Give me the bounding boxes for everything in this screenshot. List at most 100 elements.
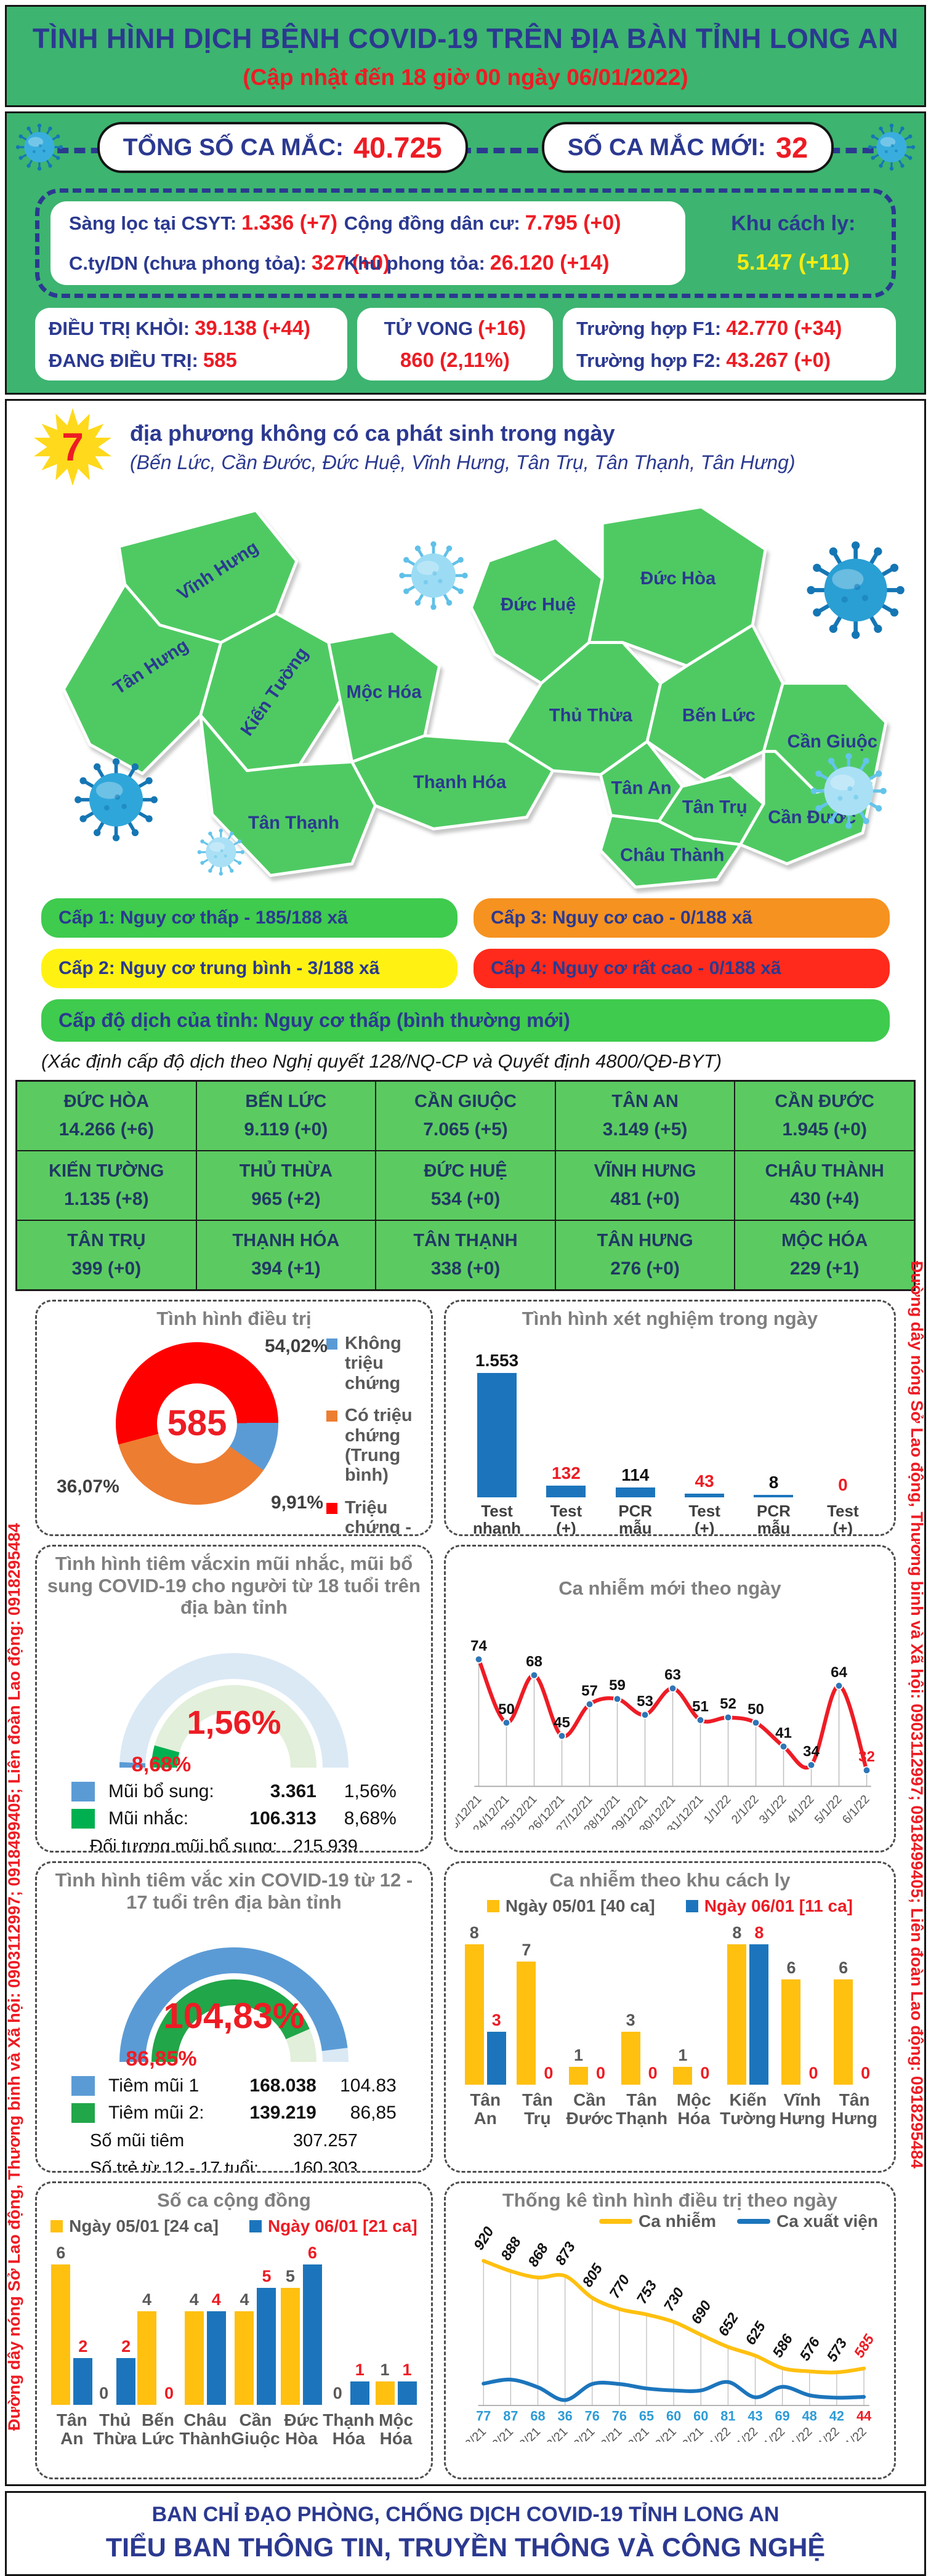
bar-category: Thủ Thừa (93, 2410, 137, 2449)
chart-title: Ca nhiễm mới theo ngày (558, 1577, 781, 1599)
series2-label: 60 (666, 2408, 681, 2423)
series2-label: 76 (585, 2408, 600, 2423)
virus-icon (197, 828, 244, 876)
district-name: CẦN GIUỘC (414, 1092, 517, 1111)
panel-quarantine-bars: Ca nhiễm theo khu cách ly Ngày 05/01 [40… (443, 1861, 896, 2173)
district-name: THỦ THỪA (239, 1161, 333, 1181)
district-name: THẠNH HÓA (232, 1231, 340, 1250)
series2-label: 77 (476, 2408, 491, 2423)
screening-panel: Sàng lọc tại CSYT: 1.336 (+7) Cộng đồng d… (35, 188, 896, 298)
district-value: 965 (+2) (251, 1189, 321, 1209)
risk-level-2: Cấp 2: Nguy cơ trung bình - 3/188 xã (41, 949, 457, 988)
bar-column: 114 (610, 1351, 661, 1497)
bar-group: 8 8 Kiến Tường (720, 1920, 776, 2133)
virus-icon (807, 541, 905, 639)
series1-label: 888 (498, 2234, 524, 2263)
bar-category: Test (+) (688, 1501, 720, 1536)
district-cell: VĨNH HƯNG 481 (+0) (555, 1151, 735, 1220)
bar-value: 8 (732, 1923, 742, 1942)
total-cases-value: 40.725 (353, 131, 442, 164)
panel-treatment-trend: Thống kê tình hình điều trị theo ngày Ca… (443, 2181, 896, 2479)
bar-value: 0 (99, 2383, 109, 2402)
district-cell: TÂN HƯNG 276 (+0) (555, 1221, 735, 1289)
stat-quarantine: Khu cách ly: 5.147 (+11) (731, 211, 856, 275)
province-map: Vĩnh Hưng Tân Hưng Kiến Tường Mộc Hóa Thạnh … (14, 488, 917, 896)
chart-title: Thống kê tình hình điều trị theo ngày (502, 2189, 838, 2211)
bar-category: Mộc Hóa (379, 2410, 414, 2449)
bar-group: 4 5 Cần Giuộc (231, 2240, 280, 2453)
bar-value: 5 (285, 2266, 295, 2285)
slice-label: 54,02% (265, 1335, 328, 1356)
district-name: TÂN TRỤ (67, 1231, 146, 1250)
bar-category: Vĩnh Hưng (779, 2090, 826, 2128)
district-label: Bến Lức (682, 705, 756, 725)
totals-row: TỔNG SỐ CA MẮC: 40.725 SỐ CA MẮC MỚI: 32 (7, 122, 924, 179)
district-value: 430 (+4) (789, 1189, 860, 1209)
panel-community-bars: Số ca cộng đồng Ngày 05/01 [24 ca] Ngày 0… (35, 2181, 433, 2479)
risk-legend: Cấp 1: Nguy cơ thấp - 185/188 xã Cấp 3: … (41, 898, 890, 988)
star-burst-icon: 7 (34, 408, 111, 486)
slice-label: 36,07% (57, 1476, 119, 1497)
bar-value: 0 (596, 2063, 606, 2082)
district-cell: TÂN THẠNH 338 (+0) (376, 1221, 555, 1289)
district-label: Mộc Hóa (347, 682, 422, 702)
virus-icon (75, 758, 158, 842)
district-name: MỘC HÓA (781, 1231, 868, 1250)
x-tick: 5/1/22 (812, 1792, 845, 1826)
no-new-cases: 7 địa phương không có ca phát sinh trong… (7, 401, 924, 487)
bar (781, 1979, 801, 2085)
bar-category: Mộc Hóa (676, 2090, 711, 2128)
district-shape (599, 814, 742, 889)
district-cell: CẦN GIUỘC 7.065 (+5) (376, 1082, 555, 1150)
series1-label: 753 (634, 2277, 660, 2306)
series1-label: 690 (688, 2298, 714, 2327)
treatment-row: ĐIỀU TRỊ KHỎI: 39.138 (+44) ĐANG ĐIỀU TRỊ… (35, 308, 896, 380)
district-name: VĨNH HƯNG (594, 1161, 696, 1181)
bar (375, 2381, 395, 2405)
bar-value: 8 (469, 1923, 479, 1942)
district-value: 7.065 (+5) (423, 1119, 508, 1140)
bar-group: 0 2 Thủ Thừa (94, 2240, 137, 2453)
district-label: Thạnh Hóa (413, 772, 507, 792)
risk-level-1: Cấp 1: Nguy cơ thấp - 185/188 xã (41, 898, 457, 938)
bar-column: 0 (818, 1351, 868, 1497)
legend-item: Ngày 05/01 [24 ca] (50, 2216, 219, 2236)
district-name: CẦN ĐƯỚC (775, 1092, 874, 1111)
series1-label: 625 (742, 2318, 768, 2348)
point-label: 68 (526, 1653, 542, 1670)
bar-value: 8 (768, 1472, 779, 1492)
new-cases-label: SỐ CA MẮC MỚI: (567, 134, 766, 161)
bar (615, 1487, 655, 1497)
point-label: 74 (470, 1638, 487, 1654)
district-value: 394 (+1) (251, 1258, 321, 1279)
donut-center-value: 585 (167, 1403, 227, 1444)
bar-value: 5 (262, 2266, 272, 2285)
stat-community: Cộng đồng dân cư: 7.795 (+0) (344, 211, 621, 235)
chart-title: Tình hình xét nghiệm trong ngày (522, 1308, 818, 1329)
chart-legend: Ngày 05/01 [40 ca] Ngày 06/01 [11 ca] (456, 1896, 884, 1916)
bar (464, 1944, 484, 2085)
stat-csyt: Sàng lọc tại CSYT: 1.336 (+7) (69, 211, 338, 235)
bar-value: 1 (402, 2360, 412, 2379)
chart-title: Tình hình điều trị (156, 1308, 312, 1329)
bar-value: 7 (522, 1941, 531, 1960)
point-label: 41 (775, 1725, 792, 1741)
bar (486, 2032, 506, 2085)
bar-value: 4 (240, 2290, 249, 2309)
district-name: ĐỨC HÒA (63, 1092, 150, 1111)
gauge-outer-value: 1,56% (187, 1704, 281, 1741)
bar (754, 1494, 794, 1497)
risk-level-3: Cấp 3: Nguy cơ cao - 0/188 xã (474, 898, 890, 938)
footer: BAN CHỈ ĐẠO PHÒNG, CHỐNG DỊCH COVID-19 T… (5, 2491, 926, 2576)
total-cases-badge: TỔNG SỐ CA MẮC: 40.725 (97, 122, 468, 173)
district-value: 481 (+0) (610, 1189, 680, 1209)
bar-value: 0 (648, 2063, 658, 2082)
bar-value: 43 (695, 1471, 714, 1491)
virus-icon (866, 122, 917, 172)
series1-label: 770 (606, 2272, 632, 2301)
gauge-inner-value: 8,68% (132, 1753, 191, 1775)
no-case-count: 7 (62, 425, 84, 469)
chart-title: Tình hình tiêm vắcxin mũi nhắc, mũi bổ s… (47, 1553, 421, 1619)
chart-title: Số ca cộng đồng (157, 2189, 311, 2211)
